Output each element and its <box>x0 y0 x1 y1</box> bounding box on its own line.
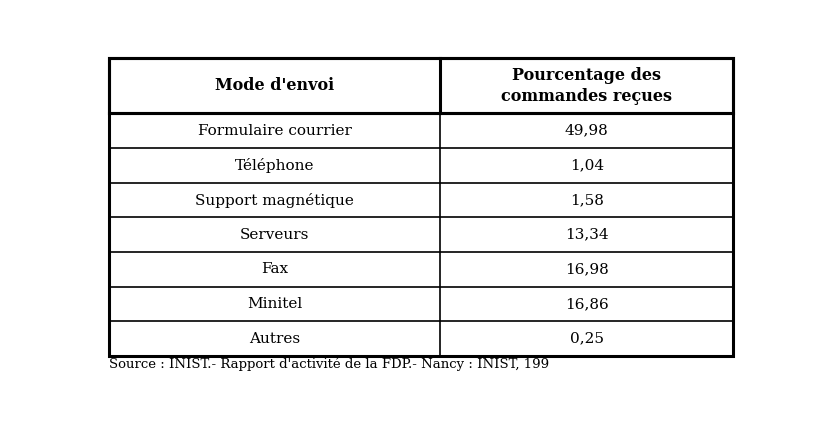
Text: Source : INIST.- Rapport d'activité de la FDP.- Nancy : INIST, 199: Source : INIST.- Rapport d'activité de l… <box>109 357 549 371</box>
Text: 16,98: 16,98 <box>565 262 608 276</box>
Text: 1,04: 1,04 <box>570 159 604 172</box>
Text: 16,86: 16,86 <box>565 297 608 311</box>
Text: Pourcentage des
commandes reçues: Pourcentage des commandes reçues <box>501 67 672 105</box>
Text: Serveurs: Serveurs <box>240 228 309 242</box>
Text: 49,98: 49,98 <box>565 124 608 138</box>
Text: Fax: Fax <box>261 262 289 276</box>
Text: Mode d'envoi: Mode d'envoi <box>215 77 334 95</box>
Text: 0,25: 0,25 <box>570 332 603 345</box>
Text: Autres: Autres <box>249 332 300 345</box>
Text: 13,34: 13,34 <box>565 228 608 242</box>
Text: Support magnétique: Support magnétique <box>195 193 354 207</box>
Text: Téléphone: Téléphone <box>235 158 314 173</box>
Text: Formulaire courrier: Formulaire courrier <box>197 124 352 138</box>
Bar <box>109 59 733 113</box>
Text: 1,58: 1,58 <box>570 193 603 207</box>
Text: Minitel: Minitel <box>247 297 302 311</box>
Bar <box>109 59 733 356</box>
